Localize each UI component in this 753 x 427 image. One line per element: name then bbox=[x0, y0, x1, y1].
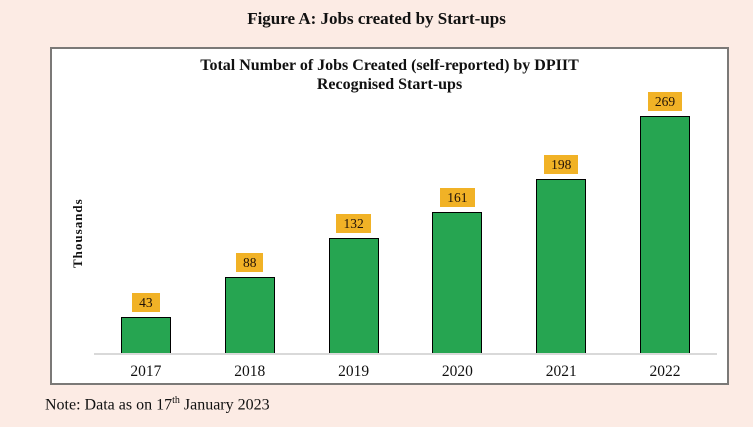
x-tick-label: 2017 bbox=[130, 363, 162, 380]
bar bbox=[224, 277, 275, 355]
bar bbox=[328, 238, 379, 355]
x-tick-label: 2021 bbox=[545, 363, 577, 380]
note-prefix: Note: Data as on 17 bbox=[45, 396, 173, 414]
bar-value-label: 43 bbox=[132, 293, 160, 312]
bar-value-label: 161 bbox=[440, 188, 475, 207]
bar-value-label: 269 bbox=[647, 92, 683, 111]
note-suffix: January 2023 bbox=[179, 396, 270, 414]
chart-title: Total Number of Jobs Created (self-repor… bbox=[52, 56, 727, 94]
x-tick-label: 2020 bbox=[441, 363, 473, 380]
bar-group: 198 2021 bbox=[536, 49, 587, 380]
bar bbox=[640, 116, 691, 355]
bar bbox=[536, 179, 587, 355]
chart-panel: Total Number of Jobs Created (self-repor… bbox=[50, 47, 729, 385]
bar-value-label: 132 bbox=[336, 214, 371, 233]
bar-value-label: 198 bbox=[544, 155, 579, 174]
chart-title-line-2: Recognised Start-ups bbox=[316, 76, 463, 93]
note: Note: Data as on 17th January 2023 bbox=[45, 395, 270, 414]
x-tick-label: 2019 bbox=[338, 363, 370, 380]
x-tick-label: 2022 bbox=[649, 363, 681, 380]
bar-group: 269 2022 bbox=[640, 49, 691, 380]
figure-title: Figure A: Jobs created by Start-ups bbox=[247, 9, 506, 28]
bar-value-label: 88 bbox=[235, 253, 264, 272]
bar-group: 43 2017 bbox=[120, 49, 171, 380]
bar-group: 88 2018 bbox=[224, 49, 275, 380]
note-superscript: th bbox=[172, 395, 180, 406]
plot-area: 43 2017 88 2018 132 2019 161 2020 198 2021 269 2022 bbox=[94, 49, 717, 380]
bar bbox=[432, 212, 483, 355]
bar-group: 132 2019 bbox=[328, 49, 379, 380]
chart-title-line-1: Total Number of Jobs Created (self-repor… bbox=[200, 57, 579, 74]
x-axis-line bbox=[94, 353, 717, 355]
bar-group: 161 2020 bbox=[432, 49, 483, 380]
bars-container: 43 2017 88 2018 132 2019 161 2020 198 2021 269 2022 bbox=[94, 49, 717, 380]
bar bbox=[120, 317, 171, 355]
y-axis-label: Thousands bbox=[70, 198, 85, 268]
x-tick-label: 2018 bbox=[234, 363, 266, 380]
